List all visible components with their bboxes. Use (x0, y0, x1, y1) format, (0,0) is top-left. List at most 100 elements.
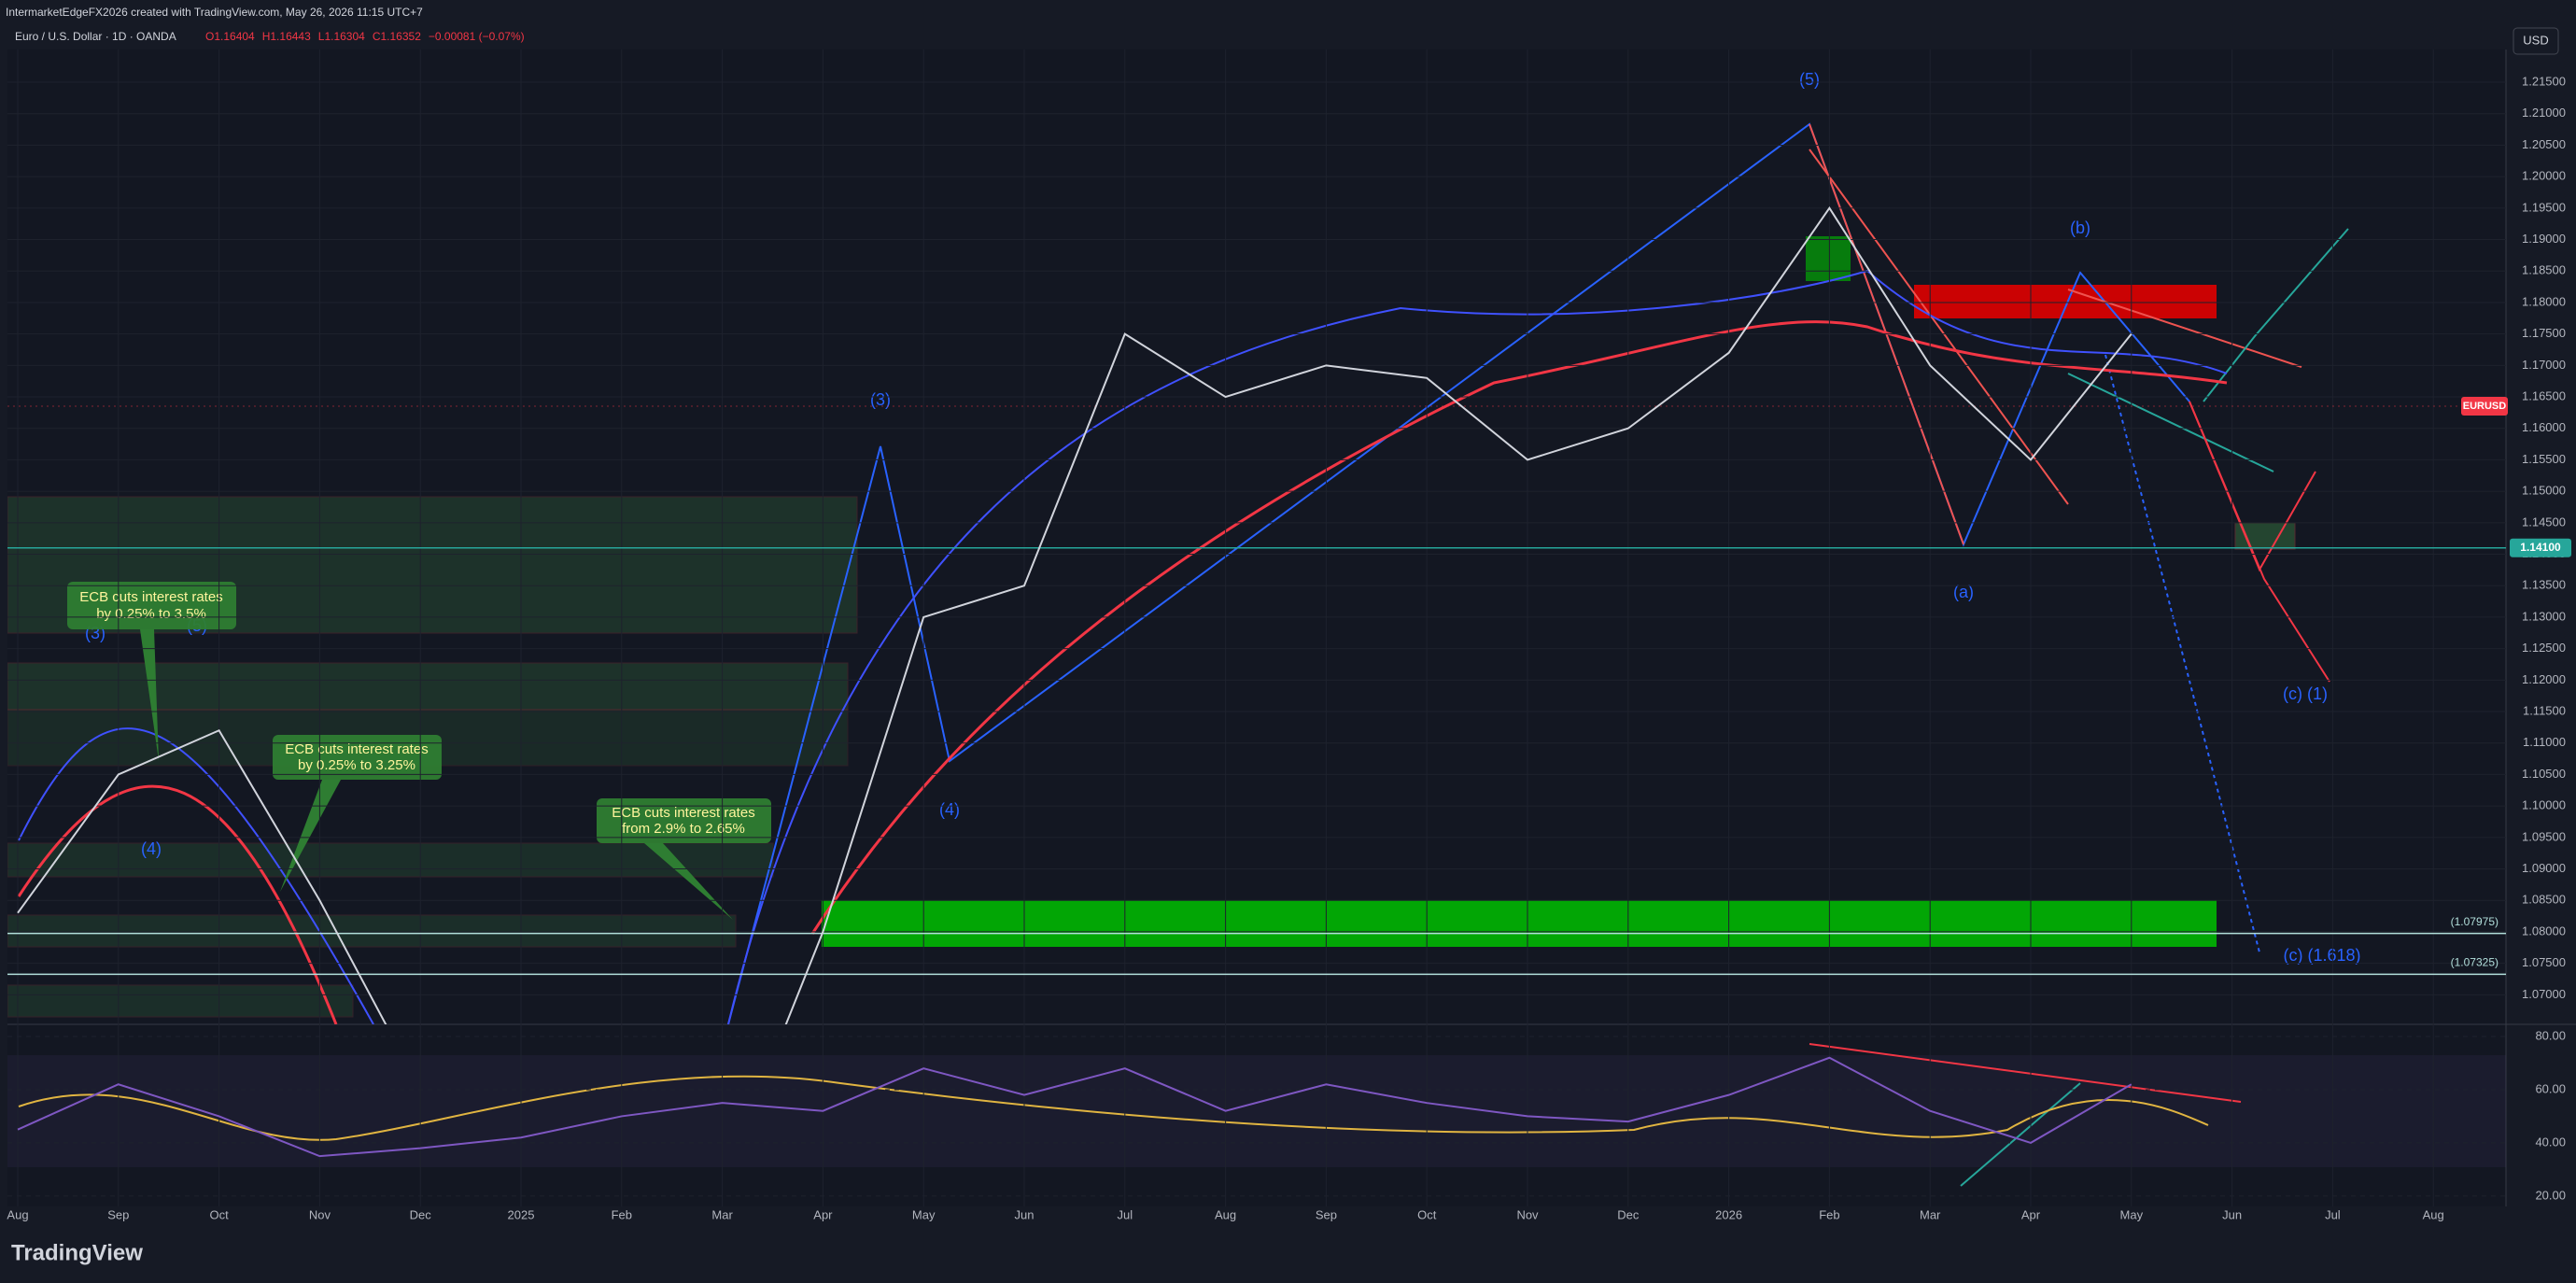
zone (7, 842, 774, 878)
x-tick-label: May (912, 1207, 936, 1221)
ohlc-value: C1.16352 (373, 30, 421, 43)
currency-button[interactable] (2513, 27, 2559, 55)
note-text: ECB cuts interest rates (612, 805, 754, 821)
ohlc-value: −0.00081 (−0.07%) (429, 30, 525, 43)
ohlc: O1.16404 H1.16443 L1.16304 C1.16352 −0.00081… (205, 30, 525, 43)
wave-label: (4) (939, 800, 960, 819)
last-price-label: EURUSD (2463, 401, 2507, 412)
price-line-label: (1.07325) (2451, 956, 2499, 969)
y-tick-label: 1.15000 (2522, 484, 2566, 498)
x-tick-label: Apr (813, 1207, 833, 1221)
x-tick-label: Mar (1920, 1207, 1941, 1221)
x-tick-label: Jun (1015, 1207, 1035, 1221)
y-tick-label: 1.18500 (2522, 263, 2566, 277)
y-tick-label: 1.17500 (2522, 326, 2566, 340)
y-tick-label: 20.00 (2535, 1188, 2566, 1202)
y-tick-label: 1.10000 (2522, 798, 2566, 812)
x-tick-label: Aug (2423, 1207, 2444, 1221)
last-price-badge (2461, 397, 2508, 416)
x-tick-label: Feb (612, 1207, 632, 1221)
wave-label: (c) (1.618) (2283, 946, 2360, 965)
trend-line (1809, 1043, 2242, 1103)
x-tick-label: Sep (1316, 1207, 1337, 1221)
y-tick-label: 1.13000 (2522, 609, 2566, 623)
y-tick-label: 1.16000 (2522, 420, 2566, 434)
header-author: IntermarketEdgeFX2026 created with Tradi… (6, 6, 423, 19)
y-tick-label: 1.11000 (2523, 735, 2566, 749)
y-tick-label: 1.12500 (2522, 641, 2566, 655)
y-tick-label: 1.21000 (2522, 106, 2566, 120)
moving-average (810, 320, 2228, 935)
price-line-series (17, 206, 2133, 1024)
note-text: ECB cuts interest rates (285, 741, 428, 757)
x-tick-label: Apr (2021, 1207, 2041, 1221)
plot-area (7, 49, 2506, 1206)
ohlc-value: O1.16404 (205, 30, 255, 43)
wave-label: (a) (1953, 583, 1974, 601)
note-text: by 0.25% to 3.25% (298, 757, 415, 773)
y-tick-label: 1.11500 (2523, 703, 2566, 717)
x-tick-label: Jul (1117, 1207, 1133, 1221)
note-text: ECB cuts interest rates (79, 589, 222, 605)
x-tick-label: 2025 (508, 1207, 535, 1221)
y-tick-label: 1.09500 (2522, 829, 2566, 843)
y-tick-label: 1.10500 (2522, 767, 2566, 781)
wave-label: (b) (2070, 219, 2090, 237)
trend-line (1960, 1082, 2081, 1187)
x-tick-label: Dec (410, 1207, 432, 1221)
price-line-label: (1.07975) (2451, 915, 2499, 928)
note-box (273, 735, 442, 780)
note-text: from 2.9% to 2.65% (622, 821, 745, 837)
x-tick-label: 2026 (1715, 1207, 1742, 1221)
projection (2189, 401, 2330, 683)
y-tick-label: 1.21500 (2522, 74, 2566, 88)
brand: TradingView (11, 1240, 143, 1265)
trend-line (2067, 373, 2274, 472)
ohlc-value: H1.16443 (262, 30, 311, 43)
y-tick-label: 1.15500 (2522, 452, 2566, 466)
zone (1806, 236, 1851, 281)
x-tick-label: Oct (1417, 1207, 1437, 1221)
x-tick-label: Dec (1617, 1207, 1640, 1221)
y-tick-label: 1.08000 (2522, 923, 2566, 938)
zone (7, 662, 849, 711)
x-tick-label: Nov (309, 1207, 331, 1221)
price-badge-label: 1.14100 (2520, 541, 2561, 554)
y-tick-label: 1.18000 (2522, 294, 2566, 308)
x-tick-label: Sep (107, 1207, 129, 1221)
rsi-line (17, 1056, 2133, 1158)
y-tick-label: 60.00 (2535, 1081, 2566, 1095)
x-tick-label: Jul (2325, 1207, 2341, 1221)
y-tick-label: 1.19500 (2522, 200, 2566, 214)
currency[interactable]: USD (2523, 33, 2548, 47)
price-badge (2510, 538, 2571, 557)
wave-label: (3) (870, 390, 891, 409)
x-tick-label: Feb (1819, 1207, 1839, 1221)
wave-label: (c) (1) (2283, 684, 2328, 703)
zone (7, 914, 737, 948)
note-box (597, 798, 771, 843)
y-tick-label: 1.19000 (2522, 232, 2566, 246)
zone (7, 984, 354, 1018)
ohlc-value: L1.16304 (318, 30, 365, 43)
resistance-zone (1914, 285, 2217, 318)
y-tick-label: 1.14500 (2522, 515, 2566, 529)
y-tick-label: 80.00 (2535, 1028, 2566, 1042)
zone (2234, 522, 2296, 550)
x-tick-label: Mar (711, 1207, 733, 1221)
y-tick-label: 1.12000 (2522, 672, 2566, 686)
symbol: Euro / U.S. Dollar · 1D · OANDA (15, 30, 176, 43)
x-tick-label: May (2120, 1207, 2144, 1221)
wave-label: (5) (1799, 70, 1820, 89)
rsi-average (18, 1075, 2209, 1141)
y-tick-label: 1.16500 (2522, 388, 2566, 402)
projection (2104, 354, 2260, 953)
y-tick-label: 1.17000 (2522, 358, 2566, 372)
note-pointer (140, 629, 159, 761)
y-tick-label: 40.00 (2535, 1135, 2566, 1149)
support-zone (822, 900, 2217, 947)
y-tick-label: 1.20000 (2522, 169, 2566, 183)
x-tick-label: Oct (209, 1207, 229, 1221)
